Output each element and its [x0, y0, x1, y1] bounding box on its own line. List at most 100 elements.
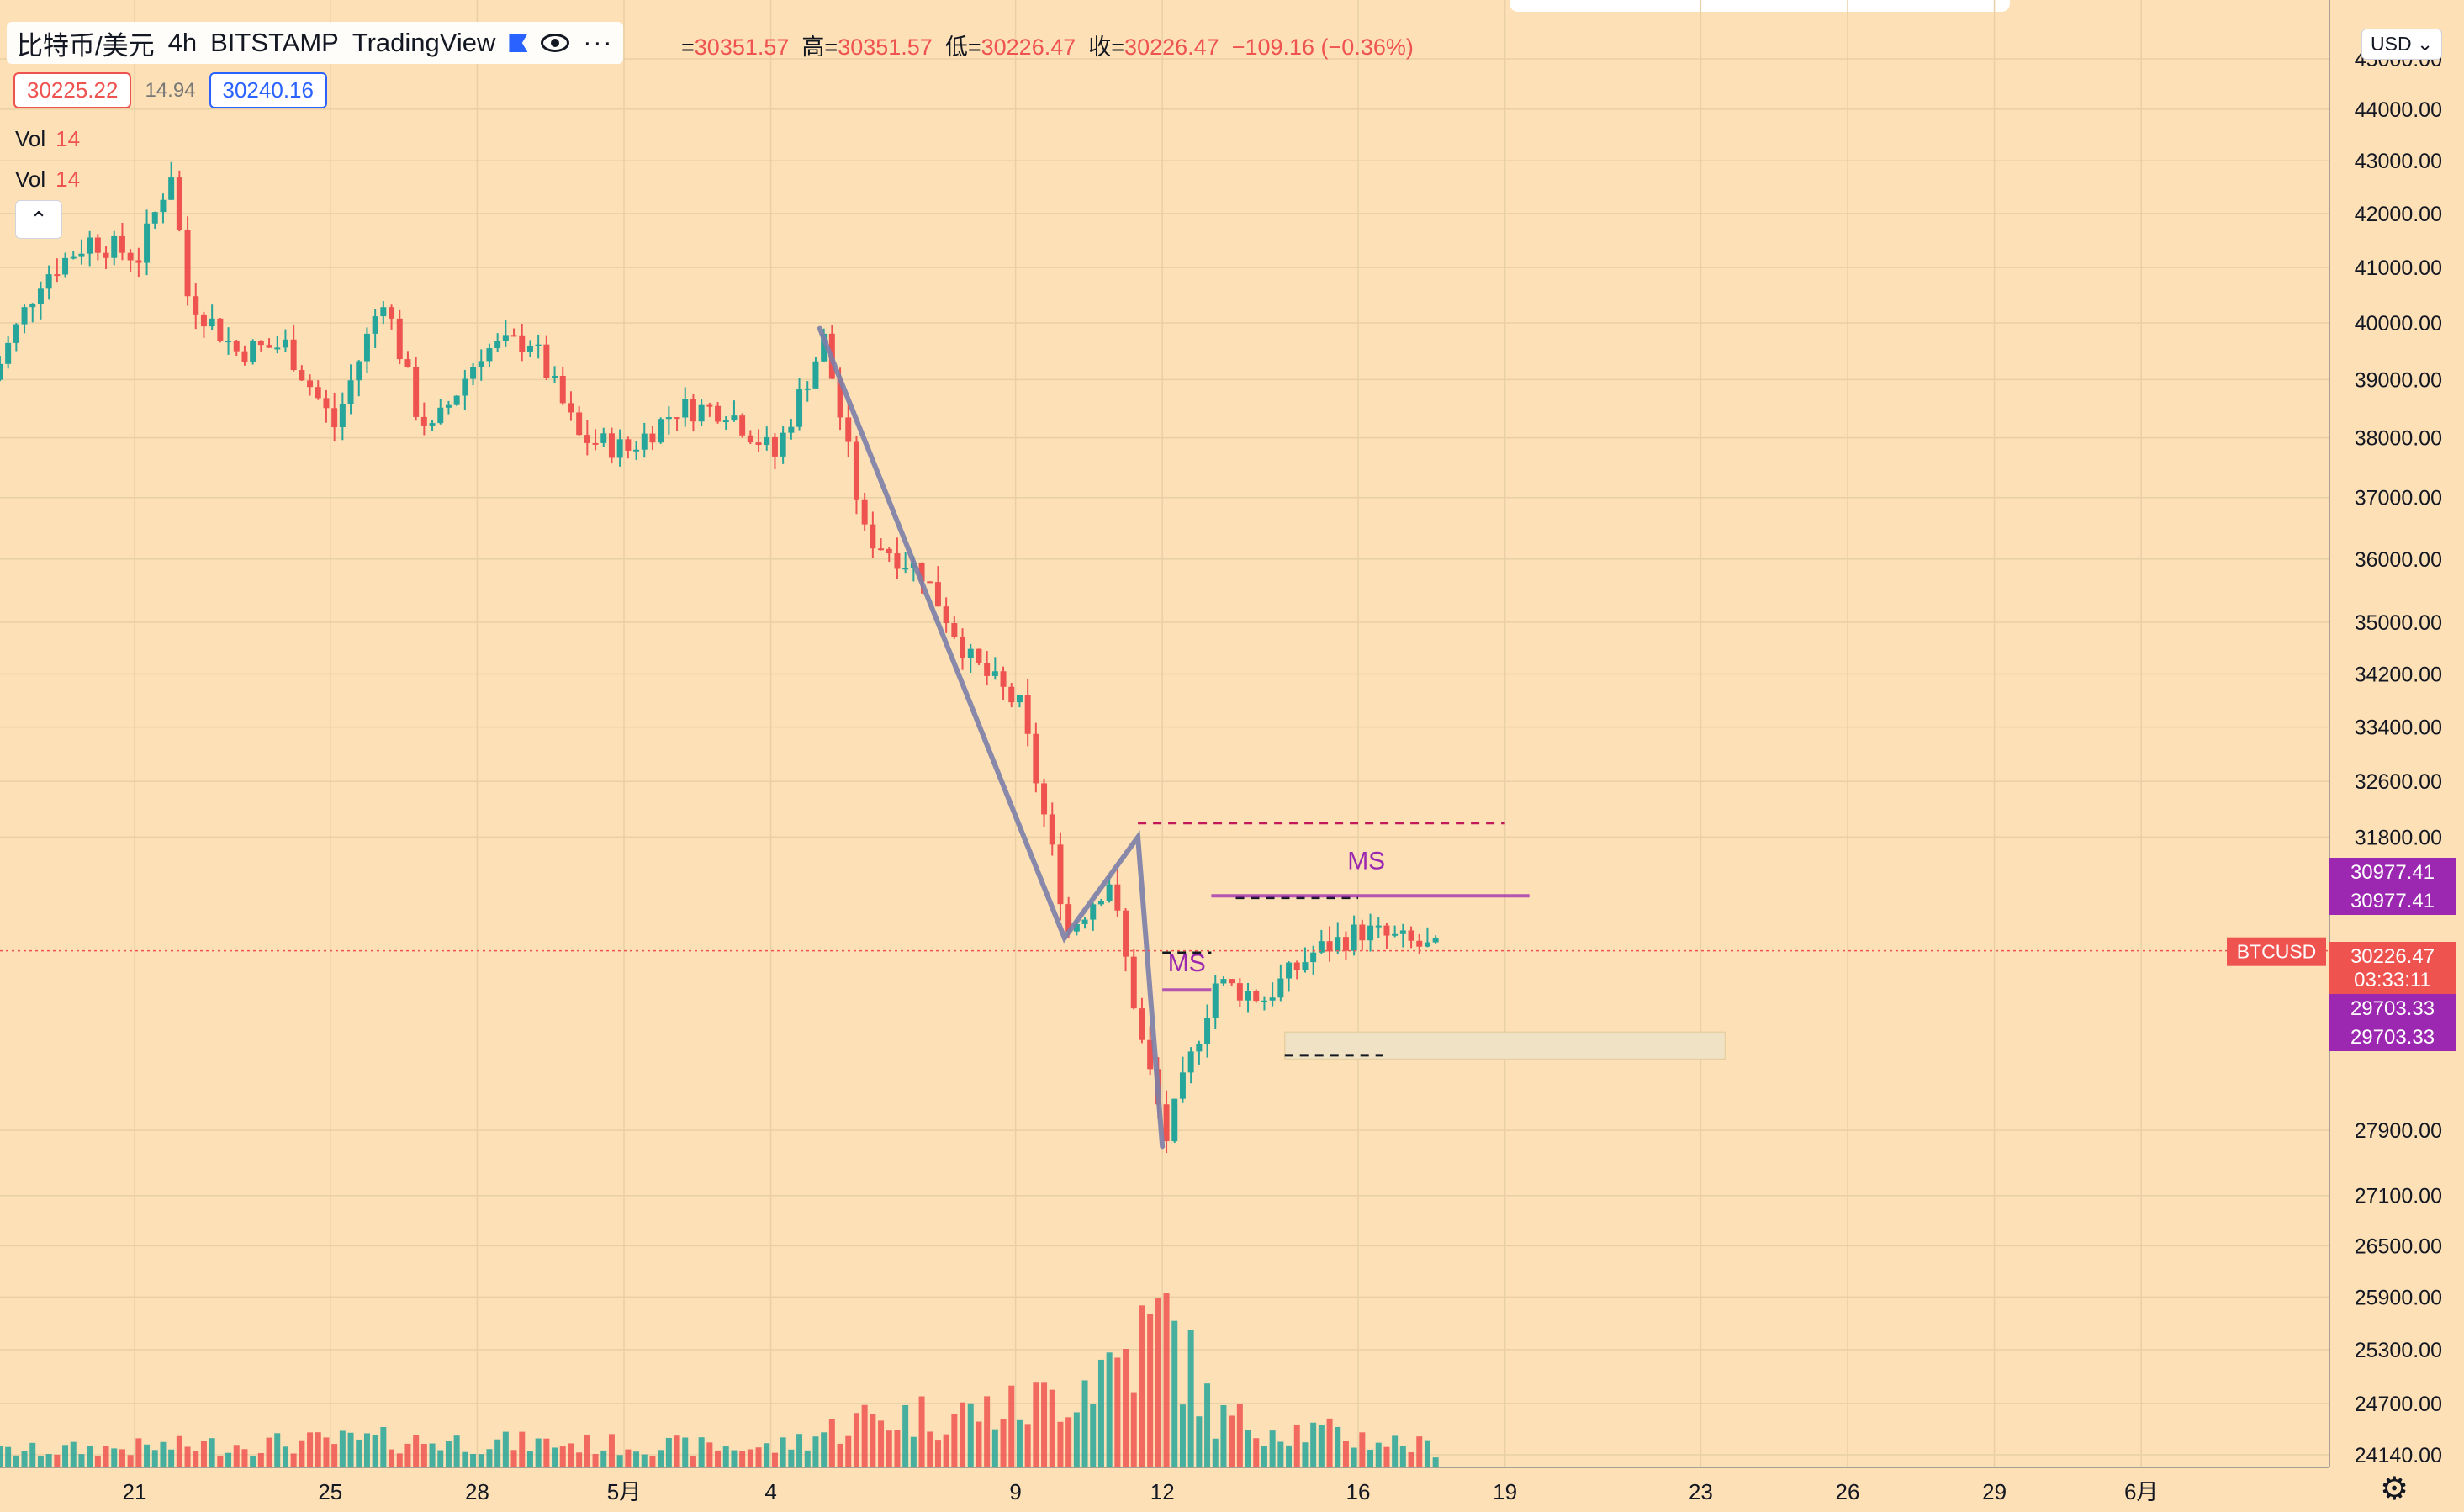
volume-bar: [527, 1451, 533, 1467]
candle-body: [715, 406, 721, 422]
x-tick-label: 19: [1493, 1479, 1517, 1504]
volume-bar: [731, 1451, 737, 1467]
candle-body: [1123, 911, 1129, 957]
volume-bar: [486, 1449, 492, 1467]
chart-header[interactable]: 比特币/美元 4h BITSTAMP TradingView ···: [7, 22, 623, 64]
candle-body: [209, 319, 215, 326]
settings-gear-icon[interactable]: ⚙: [2380, 1470, 2408, 1508]
volume-legend-1[interactable]: Vol 14: [15, 126, 80, 152]
volume-bar: [1164, 1293, 1170, 1467]
symbol-title[interactable]: 比特币/美元: [17, 24, 155, 62]
volume-bar: [54, 1455, 60, 1467]
volume-bar: [1400, 1446, 1406, 1467]
volume-bar: [976, 1422, 981, 1467]
volume-bar: [642, 1455, 648, 1467]
volume-bar: [862, 1405, 868, 1467]
candle-body: [185, 230, 191, 296]
candle-body: [177, 177, 182, 230]
volume-bar: [576, 1452, 582, 1467]
candle-body: [29, 304, 35, 307]
volume-bar: [666, 1438, 672, 1467]
candle-body: [1327, 941, 1333, 951]
volume-bar: [723, 1446, 729, 1467]
candle-body: [894, 553, 900, 568]
volume-bar: [1098, 1360, 1104, 1467]
candle-body: [1416, 941, 1422, 947]
volume-bar: [1090, 1404, 1096, 1467]
candle-body: [886, 549, 892, 553]
volume-bar: [1107, 1352, 1113, 1467]
candle-body: [1302, 962, 1308, 970]
volume-bar: [364, 1433, 370, 1467]
x-tick-label: 4: [764, 1479, 776, 1504]
candle-body: [78, 254, 84, 257]
candle-body: [1376, 926, 1382, 928]
volume-bar: [437, 1451, 443, 1467]
candle-body: [960, 637, 965, 658]
price-label: 30977.41: [2350, 890, 2435, 912]
candle-body: [1196, 1044, 1202, 1052]
candle-body: [234, 341, 240, 352]
candle-body: [552, 376, 558, 378]
candle-body: [1220, 979, 1226, 983]
volume-bar: [894, 1430, 900, 1467]
bid-price-box[interactable]: 30225.22: [13, 72, 131, 108]
volume-bar: [1245, 1430, 1251, 1467]
x-tick-label: 6月: [2124, 1479, 2158, 1504]
x-tick-label: 21: [123, 1479, 147, 1504]
candle-body: [380, 307, 386, 316]
candle-body: [1188, 1051, 1194, 1072]
candle-body: [103, 253, 109, 258]
candle-body: [315, 387, 321, 398]
volume-bar: [274, 1433, 280, 1467]
ask-price-box[interactable]: 30240.16: [209, 72, 327, 108]
price-axis-panel: [2329, 0, 2464, 1512]
volume-bar: [144, 1445, 150, 1467]
flag-icon[interactable]: [509, 34, 527, 52]
candle-body: [193, 296, 198, 315]
volume-bar: [812, 1436, 818, 1467]
eye-icon[interactable]: [541, 34, 569, 52]
volume-bar: [1017, 1420, 1023, 1467]
volume-bar: [838, 1444, 843, 1467]
volume-bar: [690, 1456, 696, 1467]
volume-bar: [1001, 1419, 1007, 1467]
candle-body: [274, 347, 280, 349]
volume-bar: [119, 1449, 125, 1467]
volume-bar: [756, 1447, 762, 1467]
x-tick-label: 16: [1346, 1479, 1371, 1504]
volume-bar: [46, 1454, 52, 1467]
more-icon[interactable]: ···: [583, 30, 613, 56]
volume-bar: [845, 1436, 851, 1467]
candle-body: [503, 335, 509, 341]
candle-body: [494, 341, 500, 348]
low-label: 低=: [945, 34, 981, 60]
candle-body: [658, 419, 664, 442]
currency-button[interactable]: USD ⌄: [2361, 29, 2442, 60]
collapse-button[interactable]: ⌃: [15, 200, 62, 239]
interval-label[interactable]: 4h: [168, 28, 197, 58]
candle-body: [462, 379, 468, 396]
candle-body: [633, 450, 639, 452]
price-label: 29703.33: [2350, 1026, 2435, 1049]
volume-bar: [911, 1437, 917, 1467]
volume-bar: [103, 1446, 109, 1467]
candle-body: [340, 404, 346, 427]
volume-legend-2[interactable]: Vol 14: [15, 167, 80, 193]
volume-bar: [1082, 1380, 1088, 1467]
volume-bar: [22, 1451, 28, 1467]
y-tick-label: 25300.00: [2355, 1339, 2442, 1362]
candle-body: [968, 649, 974, 658]
candle-body: [576, 412, 582, 435]
candle-body: [780, 433, 786, 457]
y-tick-label: 31800.00: [2355, 826, 2442, 849]
low-value: 30226.47: [981, 34, 1076, 60]
open-label: =: [681, 34, 695, 60]
volume-bar: [87, 1446, 93, 1467]
volume-bar: [706, 1442, 712, 1467]
volume-bar: [748, 1449, 753, 1467]
high-value: 30351.57: [838, 34, 933, 60]
trendline: [820, 329, 1162, 1147]
y-tick-label: 34200.00: [2355, 663, 2442, 686]
